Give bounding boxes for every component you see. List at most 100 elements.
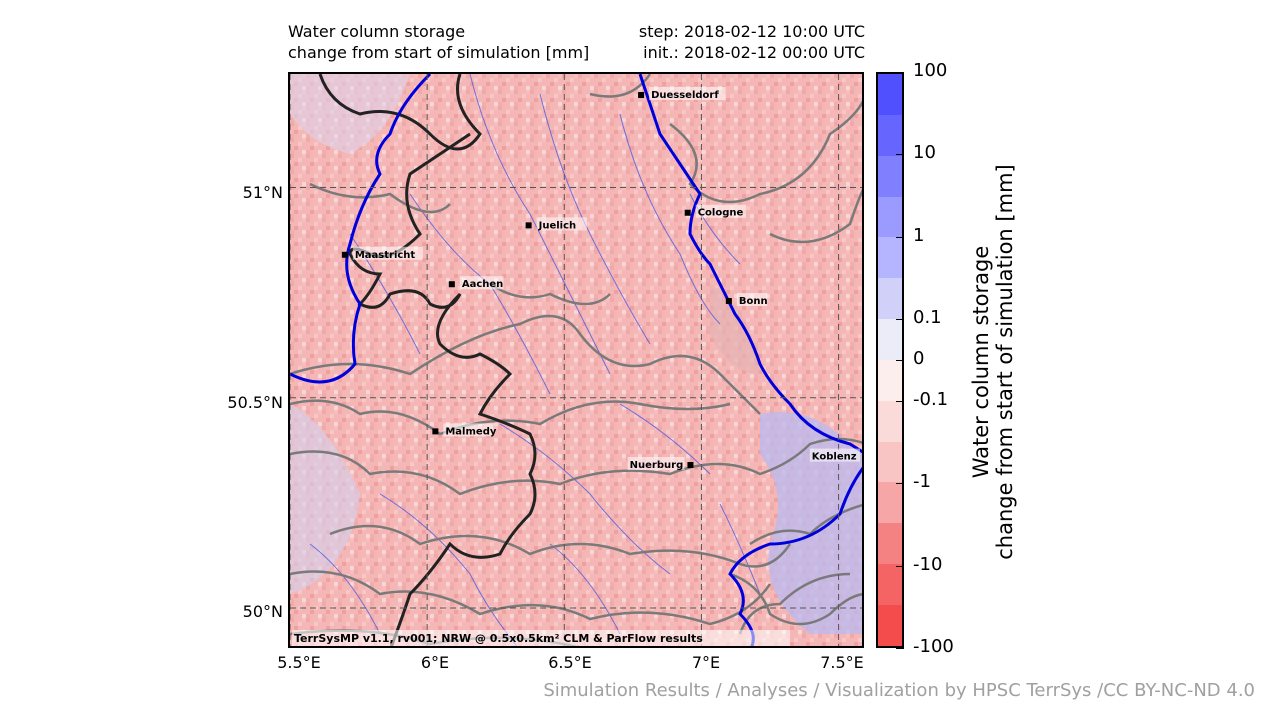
colorbar-tick	[896, 154, 904, 156]
colorbar-segment	[878, 155, 902, 197]
colorbar	[876, 72, 904, 648]
lat-tick-label: 50°N	[242, 602, 283, 621]
city-label-bg	[459, 276, 504, 290]
colorbar-tick-label: -0.1	[913, 389, 949, 411]
colorbar-segment	[878, 482, 902, 524]
colorbar-tick	[896, 648, 904, 649]
credit-bg	[292, 630, 790, 646]
graticule	[290, 74, 862, 646]
lon-tick-label: 6°E	[420, 653, 450, 672]
colorbar-segment	[878, 564, 902, 605]
colorbar-segment	[878, 400, 902, 442]
city-label-bg	[352, 246, 423, 260]
city-marker	[687, 462, 694, 469]
map-canvas: Duesseldorf Cologne Juelich Maastricht Aache…	[290, 74, 864, 646]
city-label: Maastricht	[355, 250, 416, 261]
colorbar-tick-label: 0	[913, 348, 925, 369]
colorbar-tick	[896, 72, 904, 73]
city-label: Koblenz	[812, 452, 857, 463]
colorbar-title: Water column storage change from start o…	[969, 132, 1017, 592]
moselle-river	[728, 466, 862, 646]
lon-tick-label: 5.5°E	[277, 653, 321, 672]
meuse-river	[290, 74, 432, 384]
colorbar-title-line-1: Water column storage	[969, 245, 993, 479]
city-cologne: Cologne	[684, 204, 746, 219]
city-label: Juelich	[538, 220, 577, 231]
init-time: init.: 2018-02-12 00:00 UTC	[643, 43, 865, 62]
city-marker	[341, 251, 348, 258]
colorbar-segment	[878, 74, 902, 115]
colorbar-tick	[896, 483, 904, 485]
map-title: Water column storage change from start o…	[288, 21, 589, 63]
lat-tick-label: 50.5°N	[227, 393, 283, 412]
time-info: step: 2018-02-12 10:00 UTC init.: 2018-0…	[570, 21, 865, 63]
colorbar-segment	[878, 237, 902, 279]
title-line-2: change from start of simulation [mm]	[288, 43, 590, 62]
model-credit: TerrSysMP v1.1, rv001; NRW @ 0.5x0.5km² …	[294, 632, 703, 645]
attribution-footer: Simulation Results / Analyses / Visualiz…	[543, 680, 1255, 701]
colorbar-segment	[878, 319, 902, 360]
city-label: Duesseldorf	[651, 90, 719, 101]
dry-zone-center	[710, 284, 760, 374]
colorbar-segment	[878, 523, 902, 565]
colorbar-segment	[878, 278, 902, 320]
title-line-1: Water column storage	[288, 22, 466, 41]
lon-tick-label: 7°E	[691, 653, 721, 672]
city-label-bg	[627, 457, 685, 471]
city-marker	[863, 454, 864, 460]
city-bonn: Bonn	[725, 293, 768, 307]
colorbar-tick	[896, 318, 904, 320]
city-label-bg	[809, 448, 860, 462]
city-marker	[448, 281, 455, 288]
city-marker	[432, 428, 439, 435]
colorbar-tick-label: 100	[913, 60, 948, 81]
colorbar-tick-label: 10	[913, 142, 936, 164]
colorbar-tick-label: -10	[913, 553, 943, 575]
colorbar-tick	[896, 401, 904, 403]
lon-tick-label: 6.5°E	[548, 653, 592, 672]
colorbar-segment	[878, 359, 902, 401]
city-label: Cologne	[698, 208, 744, 219]
wet-zone-rhine-valley	[760, 412, 862, 634]
colorbar-tick	[896, 360, 904, 361]
city-marker	[525, 222, 532, 229]
city-duesseldorf: Duesseldorf	[638, 87, 726, 101]
colorbar-segment	[878, 114, 902, 156]
city-label-bg	[443, 423, 494, 437]
storage-field	[290, 74, 862, 646]
colorbar-title-line-2: change from start of simulation [mm]	[993, 164, 1017, 560]
lon-tick-label: 7.5°E	[820, 653, 864, 672]
city-aachen: Aachen	[448, 276, 504, 290]
city-label-bg	[536, 217, 587, 231]
city-koblenz: Koblenz	[809, 448, 864, 463]
city-juelich: Juelich	[525, 217, 587, 231]
city-marker	[725, 298, 732, 305]
city-marker	[638, 92, 645, 99]
city-maastricht: Maastricht	[341, 246, 423, 261]
rhine-river	[638, 74, 862, 454]
city-marker	[684, 209, 691, 216]
colorbar-tick-label: 0.1	[913, 306, 942, 328]
colorbar-segment	[878, 441, 902, 483]
colorbar-segment	[878, 604, 902, 646]
step-time: step: 2018-02-12 10:00 UTC	[638, 22, 865, 41]
city-label: Aachen	[462, 279, 503, 290]
colorbar-tick-label: 1	[913, 224, 925, 246]
lat-tick-label: 51°N	[242, 183, 283, 202]
city-label-bg	[736, 293, 768, 307]
city-malmedy: Malmedy	[432, 423, 497, 437]
wet-zone-northwest	[290, 74, 410, 154]
city-label: Bonn	[739, 296, 768, 307]
city-label-bg	[649, 87, 726, 101]
colorbar-tick	[896, 236, 904, 238]
city-markers: Duesseldorf Cologne Juelich Maastricht Aache…	[341, 87, 864, 471]
city-label: Nuerburg	[630, 460, 684, 471]
colorbar-tick-label: -1	[913, 471, 931, 493]
colorbar-tick	[896, 565, 904, 567]
city-label-bg	[695, 204, 746, 218]
map-panel: Duesseldorf Cologne Juelich Maastricht Aache…	[288, 72, 864, 648]
city-nuerburg: Nuerburg	[627, 457, 694, 471]
city-label: Malmedy	[445, 426, 496, 437]
colorbar-tick-label: -100	[913, 636, 954, 657]
colorbar-segment	[878, 196, 902, 238]
